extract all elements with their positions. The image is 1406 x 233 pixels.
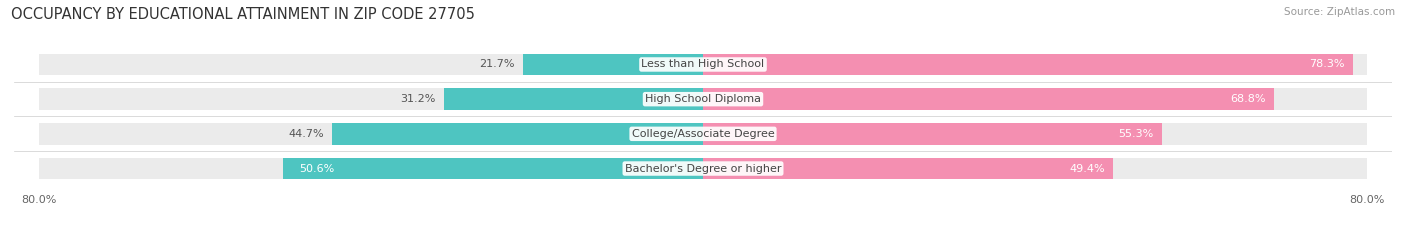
Bar [703, 54, 1353, 75]
Text: 78.3%: 78.3% [1309, 59, 1344, 69]
Bar [39, 158, 1367, 179]
Bar [39, 88, 1367, 110]
Bar [39, 158, 1367, 179]
Text: College/Associate Degree: College/Associate Degree [631, 129, 775, 139]
Text: 50.6%: 50.6% [299, 164, 335, 174]
Bar [703, 123, 1161, 145]
Text: 21.7%: 21.7% [479, 59, 515, 69]
Bar [39, 123, 1367, 145]
Text: 44.7%: 44.7% [288, 129, 323, 139]
Text: 49.4%: 49.4% [1069, 164, 1105, 174]
Bar [523, 54, 703, 75]
Bar [703, 88, 1274, 110]
Bar [703, 158, 1114, 179]
Bar [332, 123, 703, 145]
Text: Bachelor's Degree or higher: Bachelor's Degree or higher [624, 164, 782, 174]
Bar [39, 54, 1367, 75]
Text: 55.3%: 55.3% [1118, 129, 1154, 139]
Text: High School Diploma: High School Diploma [645, 94, 761, 104]
Text: Less than High School: Less than High School [641, 59, 765, 69]
Text: OCCUPANCY BY EDUCATIONAL ATTAINMENT IN ZIP CODE 27705: OCCUPANCY BY EDUCATIONAL ATTAINMENT IN Z… [11, 7, 475, 22]
Bar [283, 158, 703, 179]
Text: Source: ZipAtlas.com: Source: ZipAtlas.com [1284, 7, 1395, 17]
Bar [444, 88, 703, 110]
Text: 68.8%: 68.8% [1230, 94, 1265, 104]
Bar [39, 88, 1367, 110]
Text: 31.2%: 31.2% [401, 94, 436, 104]
Bar [39, 54, 1367, 75]
Bar [39, 123, 1367, 145]
